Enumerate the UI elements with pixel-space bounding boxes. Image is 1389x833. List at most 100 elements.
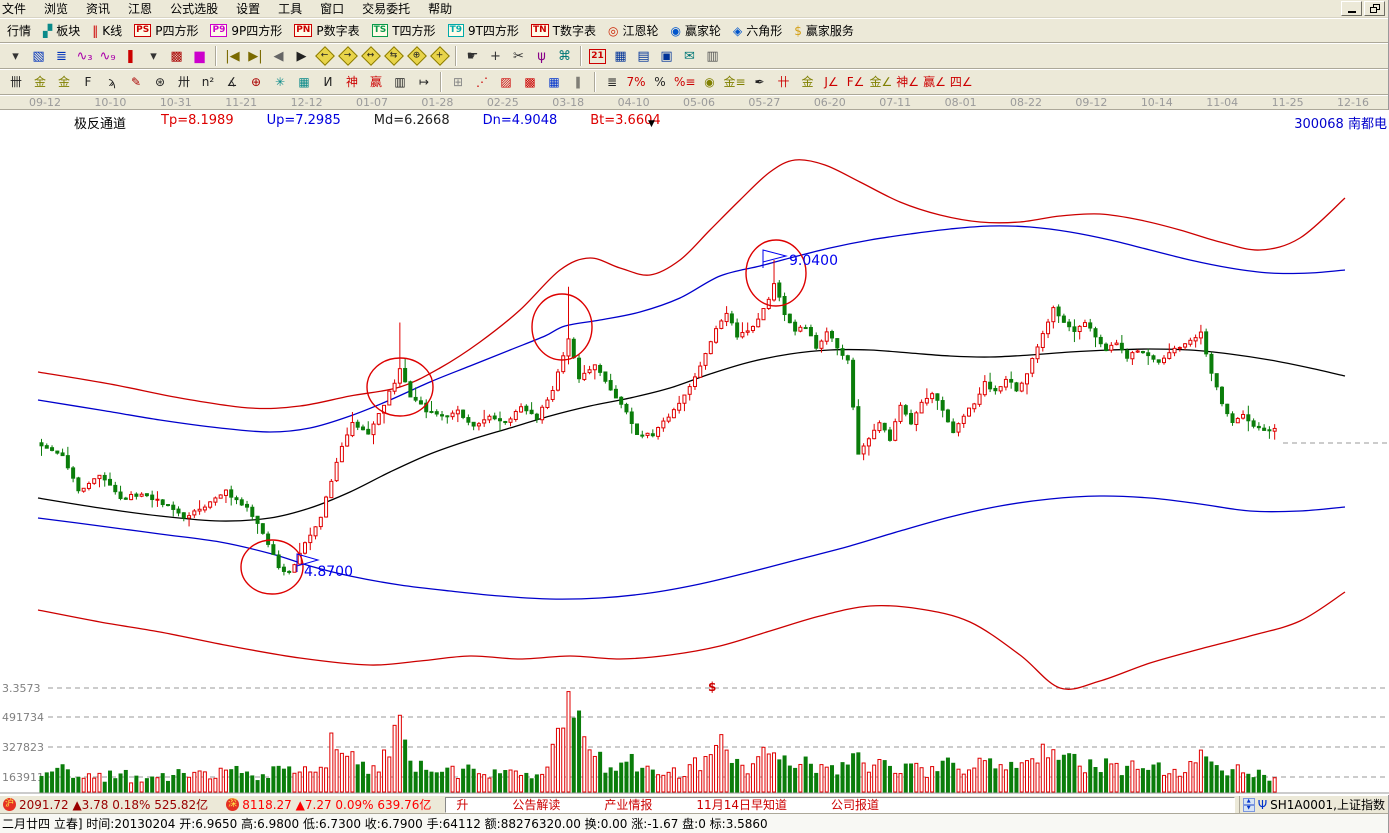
win-line-tool[interactable]: 赢 [364,71,388,93]
pattern-tool-icon[interactable]: ▩ [165,45,188,67]
blue-grid-tool[interactable]: ▦ [542,71,566,93]
menu-item-1[interactable]: 浏览 [44,2,69,16]
toolbar-item-2[interactable]: ‖ K线 [88,21,130,40]
network-tool[interactable]: ⌘ [553,45,576,67]
scale-stat-tool[interactable]: ≣ [600,71,624,93]
toolbar-item-7[interactable]: T9 9T四方形 [444,21,527,40]
swap-button[interactable]: ⇆ [382,45,405,67]
spinner-down-button[interactable]: ▼ [1242,804,1255,812]
step-forward-button[interactable]: ▶ [290,45,313,67]
toolbar-item-10[interactable]: ◉ 赢家轮 [666,21,729,40]
calculator-button[interactable]: ▦ [609,45,632,67]
toolbar-item-11[interactable]: ◈ 六角形 [729,21,790,40]
pan-right-button[interactable]: → [336,45,359,67]
view-dropdown[interactable]: ▾ [4,45,27,67]
toolbar-item-12[interactable]: $ 赢家服务 [790,21,862,40]
save-button[interactable]: ▣ [655,45,678,67]
info-list-icon[interactable]: ≣ [50,45,73,67]
percent-tool[interactable]: % [648,71,672,93]
wave-3-icon[interactable]: ∿₃ [73,45,96,67]
menu-item-2[interactable]: 资讯 [86,2,111,16]
angle-tool[interactable]: ∡ [220,71,244,93]
measure-tool[interactable]: ✂ [507,45,530,67]
gold-price-tool[interactable]: 金 [28,71,52,93]
menu-item-8[interactable]: 交易委托 [362,2,411,16]
hatch-tool[interactable]: ∥ [566,71,590,93]
shen-line-tool[interactable]: 神 [340,71,364,93]
target-tool[interactable]: ⊕ [244,71,268,93]
si-angle-tool[interactable]: 四∠ [948,71,975,93]
grid-tool[interactable]: 卌 [4,71,28,93]
pen-tool[interactable]: ✎ [124,71,148,93]
pan-hand-tool[interactable]: ☛ [461,45,484,67]
shift-tool[interactable]: ↦ [412,71,436,93]
menu-item-0[interactable]: 文件 [2,2,27,16]
menu-item-4[interactable]: 公式选股 [170,2,219,16]
wave-9-icon[interactable]: ∿₉ [96,45,119,67]
gold-angle-tool[interactable]: 金∠ [868,71,895,93]
notes-button[interactable]: ▤ [632,45,655,67]
market-overview-icon[interactable]: ▧ [27,45,50,67]
toolbar-item-6[interactable]: TS T四方形 [368,21,444,40]
restore-button[interactable] [1364,1,1385,16]
step-back-button[interactable]: ◀ [267,45,290,67]
gold2-tool[interactable]: 金 [796,71,820,93]
zoom-horizontal-button[interactable]: ↔ [359,45,382,67]
candle-style-icon[interactable]: ❚ [119,45,142,67]
news-link-2[interactable]: 产业情报 [604,798,653,812]
toolbar-item-9[interactable]: ◎ 江恩轮 [604,21,667,40]
win-angle-tool[interactable]: 赢∠ [921,71,948,93]
ray-fan-tool[interactable]: ⋰ [470,71,494,93]
stat-grid-tool[interactable]: ▥ [388,71,412,93]
compress-button[interactable]: ⊕ [405,45,428,67]
tick-grid-tool[interactable]: 卅 [172,71,196,93]
expand-button[interactable]: + [428,45,451,67]
red-grid-tool[interactable]: ▩ [518,71,542,93]
rail-tool[interactable]: 卄 [772,71,796,93]
send-button[interactable]: ✉ [678,45,701,67]
menu-item-6[interactable]: 工具 [278,2,303,16]
menu-item-5[interactable]: 设置 [236,2,261,16]
toolbar-item-4[interactable]: P9 9P四方形 [206,21,290,40]
spiral-tool[interactable]: ϡ [100,71,124,93]
f-angle-tool[interactable]: F∠ [844,71,868,93]
calendar-button[interactable]: 21 [586,45,609,67]
frame-tool[interactable]: ⊞ [446,71,470,93]
shade-tool[interactable]: ▨ [494,71,518,93]
spinner-up-button[interactable]: ▲ [1242,797,1255,805]
toolbar-item-0[interactable]: 行情 [3,21,39,40]
first-page-button[interactable]: |◀ [221,45,244,67]
brush-tool[interactable]: ✒ [748,71,772,93]
matrix-tool[interactable]: ▦ [292,71,316,93]
menu-item-3[interactable]: 江恩 [128,2,153,16]
menu-item-7[interactable]: 窗口 [320,2,345,16]
wheel-tool[interactable]: ⊛ [148,71,172,93]
j-angle-tool[interactable]: J∠ [820,71,844,93]
fibonacci-tool[interactable]: F [76,71,100,93]
scroll-caret-icon[interactable]: ▼ [648,119,655,129]
candle-style-dropdown[interactable]: ▾ [142,45,165,67]
last-page-button[interactable]: ▶| [244,45,267,67]
percent-lines-tool[interactable]: %≡ [672,71,697,93]
print-button[interactable]: ▥ [701,45,724,67]
shen-angle-tool[interactable]: 神∠ [894,71,921,93]
menu-item-9[interactable]: 帮助 [428,2,453,16]
square-of-nine-tool[interactable]: n² [196,71,220,93]
gold-time-tool[interactable]: 金 [52,71,76,93]
news-link-3[interactable]: 11月14日早知道 [696,798,787,812]
volume-profile-icon[interactable]: ▆ [188,45,211,67]
toolbar-item-8[interactable]: TN T数字表 [527,21,604,40]
anchor-tool[interactable]: ψ [530,45,553,67]
chart-area[interactable]: 3.3573 491734 327823 163911 9.0400 4.8700 $ 极反… [0,110,1389,795]
news-link-4[interactable]: 公司报道 [830,798,879,812]
toolbar-item-1[interactable]: ▞ 板块 [39,21,88,40]
toolbar-item-5[interactable]: PN P数字表 [290,21,367,40]
toolbar-item-3[interactable]: PS P四方形 [130,21,206,40]
gold-circle-tool[interactable]: ◉ [697,71,721,93]
percent-t-tool[interactable]: 7% [624,71,648,93]
news-link-1[interactable]: 公告解读 [512,798,561,812]
star-tool[interactable]: ✳ [268,71,292,93]
gold-levels-tool[interactable]: 金≡ [721,71,747,93]
news-link-0[interactable]: 升 [456,798,469,812]
price-chart-svg[interactable]: 3.3573 491734 327823 163911 9.0400 4.8700 $ [0,110,1389,795]
